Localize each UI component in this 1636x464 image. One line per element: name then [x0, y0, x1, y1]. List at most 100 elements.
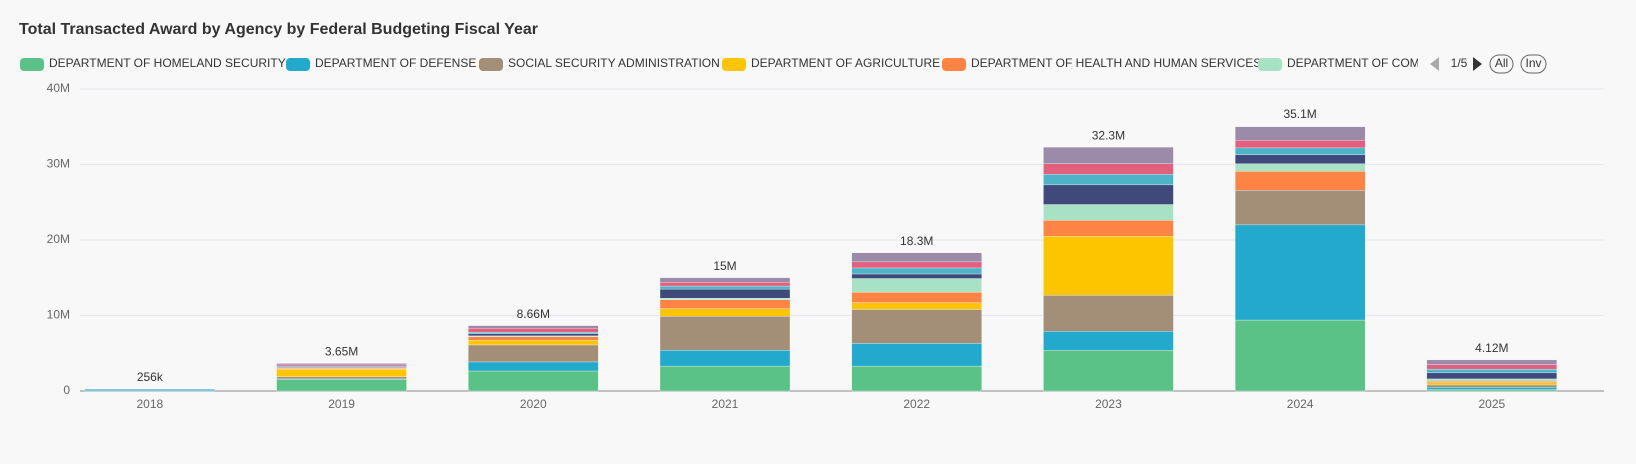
total-label: 3.65M	[325, 345, 358, 359]
x-tick-label: 2020	[520, 397, 547, 411]
bar-segment	[1043, 331, 1174, 351]
bar-segment	[851, 291, 982, 303]
legend-label: DEPARTMENT OF DEFENSE	[315, 56, 476, 70]
bar-segment	[276, 368, 407, 377]
bar-segment	[468, 340, 599, 346]
bar-segment	[1234, 190, 1366, 226]
bar-segment	[1426, 387, 1558, 390]
legend-page: 1/5	[1451, 56, 1468, 70]
legend-swatch	[1258, 58, 1282, 71]
bar-segment	[659, 285, 791, 290]
bar-segment	[1234, 171, 1366, 191]
bar-segment	[1234, 147, 1366, 155]
bar-segment	[1234, 319, 1366, 392]
bar-segment	[1043, 350, 1174, 392]
bar-segment	[659, 299, 791, 309]
x-tick-label: 2021	[712, 397, 739, 411]
bar-segment	[659, 350, 791, 367]
legend-swatch	[286, 58, 310, 71]
legend-all-label[interactable]: All	[1495, 56, 1508, 70]
bar-segment	[468, 328, 599, 333]
bar-segment	[468, 336, 599, 341]
bar-segment	[851, 273, 982, 279]
bar-segment	[1043, 204, 1174, 221]
bar-segment	[659, 308, 791, 317]
bar-segment	[468, 344, 599, 363]
bar-segment	[1043, 146, 1174, 164]
total-label: 8.66M	[517, 307, 550, 321]
y-tick-label: 40M	[47, 81, 70, 95]
bar-segment	[468, 361, 599, 372]
bar-segment	[1426, 381, 1558, 383]
bar-segment	[1426, 389, 1558, 392]
bar-segment	[851, 365, 982, 392]
legend-swatch	[722, 58, 746, 71]
bar-segment	[659, 316, 791, 351]
bar-segment	[468, 370, 599, 392]
bar-segment	[1234, 154, 1366, 164]
legend-label: SOCIAL SECURITY ADMINISTRATION	[508, 56, 720, 70]
bar-segment	[1043, 163, 1174, 175]
x-tick-label: 2025	[1479, 397, 1506, 411]
chart-title: Total Transacted Award by Agency by Fede…	[19, 21, 538, 38]
total-label: 32.3M	[1092, 128, 1125, 142]
legend-inv-label[interactable]: Inv	[1525, 56, 1541, 70]
legend-label: DEPARTMENT OF AGRICULTURE	[751, 56, 940, 70]
legend-swatch	[479, 58, 503, 71]
x-tick-label: 2023	[1095, 397, 1122, 411]
bar-segment	[1043, 220, 1174, 237]
legend-label: DEPARTMENT OF HEALTH AND HUMAN SERVICES	[971, 56, 1261, 70]
bar-segment	[1043, 184, 1174, 205]
legend-all-button[interactable]	[1489, 54, 1514, 74]
y-tick-label: 30M	[47, 157, 70, 171]
bar-segment	[659, 282, 791, 287]
total-label: 4.12M	[1475, 341, 1508, 355]
total-label: 18.3M	[900, 234, 933, 248]
legend-label: DEPARTMENT OF HOMELAND SECURITY	[49, 56, 286, 70]
legend-prev[interactable]	[1430, 57, 1439, 71]
legend-swatch	[20, 58, 44, 71]
x-tick-label: 2022	[903, 397, 930, 411]
bar-segment	[276, 364, 407, 367]
bar-segment	[659, 297, 791, 300]
bar-segment	[1043, 236, 1174, 296]
bar-segment	[1426, 368, 1558, 374]
bar-segment	[851, 343, 982, 367]
bar-segment	[1234, 140, 1366, 149]
legend-inv-button[interactable]	[1520, 54, 1547, 74]
total-label: 256k	[137, 370, 164, 384]
bar-segment	[1426, 382, 1558, 386]
legend-swatch	[942, 58, 966, 71]
bar-segment	[851, 309, 982, 344]
bar-segment	[659, 277, 791, 283]
bar-segment	[276, 376, 407, 380]
bar-segment	[276, 379, 407, 392]
bar-segment	[1426, 384, 1558, 388]
y-tick-label: 20M	[47, 232, 70, 246]
bar-segment	[1426, 364, 1558, 370]
y-tick-label: 10M	[47, 308, 70, 322]
bar-segment	[1234, 126, 1366, 141]
bar-segment	[851, 261, 982, 269]
bar-segment	[659, 288, 791, 299]
bar-segment	[468, 325, 599, 329]
bar-segment	[1234, 224, 1366, 321]
x-tick-label: 2019	[328, 397, 355, 411]
x-tick-label: 2024	[1287, 397, 1314, 411]
bar-segment	[851, 302, 982, 310]
legend-label: DEPARTMENT OF COM	[1287, 56, 1420, 70]
bar-segment	[1426, 359, 1558, 365]
bar-segment	[659, 365, 791, 392]
legend-next[interactable]	[1473, 57, 1482, 71]
total-label: 35.1M	[1283, 107, 1316, 121]
bar-segment	[276, 363, 407, 366]
bar-segment	[1043, 294, 1174, 332]
bar-segment	[468, 333, 599, 337]
bar-segment	[84, 389, 216, 391]
bar-segment	[851, 267, 982, 275]
x-tick-label: 2018	[137, 397, 164, 411]
bar-segment	[1426, 372, 1558, 380]
bar-segment	[851, 278, 982, 293]
